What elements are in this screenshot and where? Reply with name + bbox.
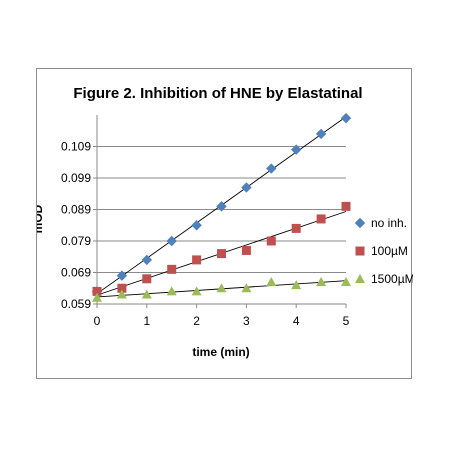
data-point-diamond — [116, 270, 128, 281]
legend-label: 1500µM — [371, 272, 413, 286]
data-markers — [91, 112, 352, 302]
data-point-triangle — [116, 289, 127, 299]
y-axis-title: mOD — [37, 204, 45, 233]
data-point-square — [192, 255, 202, 265]
data-point-square — [117, 283, 127, 293]
data-point-diamond — [166, 235, 177, 247]
data-point-diamond — [266, 163, 277, 174]
legend-label: 100µM — [371, 244, 408, 258]
data-point-triangle — [92, 292, 102, 302]
data-point-square — [142, 274, 152, 284]
data-point-diamond — [290, 144, 302, 155]
x-tick-label: 4 — [293, 314, 300, 328]
x-tick-label: 0 — [94, 314, 101, 328]
y-tick-label: 0.059 — [61, 297, 91, 311]
x-tick-label: 1 — [143, 314, 150, 328]
data-point-square — [241, 245, 251, 255]
data-point-square — [316, 214, 326, 224]
data-point-square — [341, 201, 351, 211]
data-point-triangle — [316, 276, 327, 286]
y-tick-label: 0.089 — [61, 203, 91, 217]
gridlines — [97, 146, 346, 305]
legend-marker-triangle — [355, 274, 365, 283]
legend-marker-square — [355, 246, 365, 256]
x-tick-label: 3 — [243, 314, 250, 328]
y-tick-label: 0.109 — [61, 140, 91, 154]
data-point-triangle — [341, 276, 351, 286]
data-point-square — [266, 236, 276, 246]
data-point-diamond — [241, 182, 252, 193]
data-point-diamond — [315, 128, 327, 140]
legend: no inh. 100µM 1500µM — [354, 216, 413, 286]
data-point-triangle — [241, 283, 252, 293]
x-tick-label: 2 — [193, 314, 200, 328]
legend-label: no inh. — [371, 216, 407, 230]
data-point-triangle — [141, 289, 152, 299]
x-tick-label: 5 — [343, 314, 350, 328]
legend-marker-diamond — [354, 217, 366, 229]
data-point-diamond — [141, 254, 153, 266]
data-point-diamond — [191, 220, 202, 231]
axes: 0.059 0.069 0.079 0.089 0.099 0.109 0 1 2 3 4 5 — [61, 115, 350, 328]
data-point-diamond — [340, 112, 352, 124]
data-point-triangle — [166, 286, 177, 296]
data-point-diamond — [216, 201, 227, 212]
x-axis-title: time (min) — [192, 345, 249, 359]
data-point-square — [217, 249, 226, 259]
data-point-square — [92, 286, 102, 296]
data-point-triangle — [216, 283, 227, 293]
chart-title: Figure 2. Inhibition of HNE by Elastatin… — [73, 85, 362, 102]
data-point-square — [167, 264, 177, 274]
data-point-square — [291, 223, 301, 233]
y-tick-label: 0.099 — [61, 171, 91, 185]
data-point-triangle — [266, 276, 277, 286]
y-tick-label: 0.079 — [61, 234, 91, 248]
chart-frame: Figure 2. Inhibition of HNE by Elastatin… — [36, 68, 413, 379]
data-point-triangle — [191, 286, 202, 296]
data-point-triangle — [291, 280, 302, 290]
chart-svg: Figure 2. Inhibition of HNE by Elastatin… — [37, 85, 413, 359]
y-tick-label: 0.069 — [61, 266, 91, 280]
